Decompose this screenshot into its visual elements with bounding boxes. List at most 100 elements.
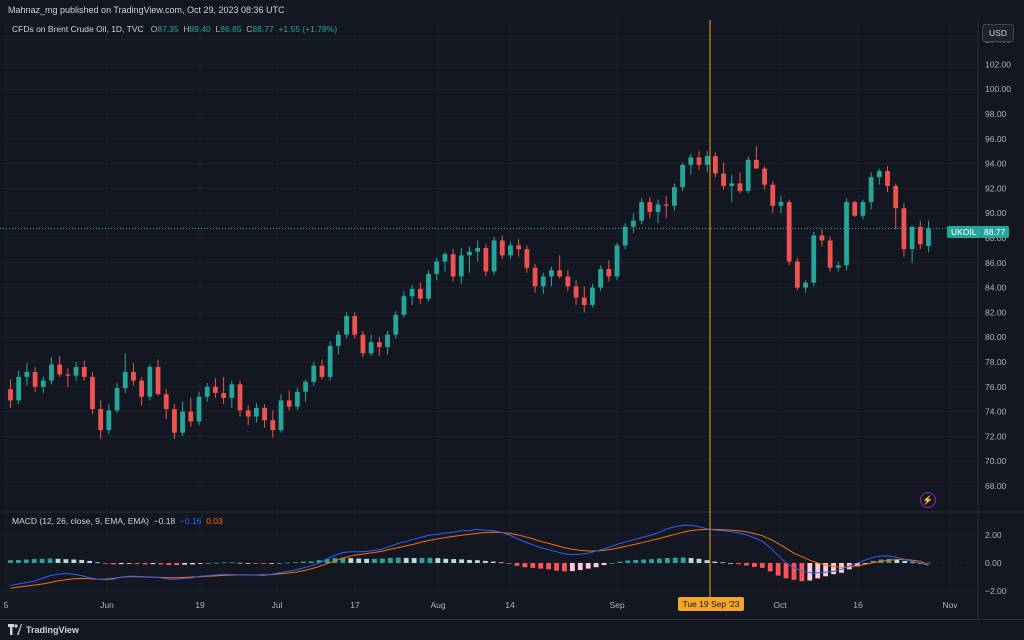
- time-tick-label: 5: [4, 600, 9, 610]
- candle-body: [245, 410, 251, 417]
- footer-brand: TradingView: [26, 625, 79, 635]
- macd-histogram-bar: [142, 563, 148, 565]
- candle-body: [868, 177, 874, 203]
- macd-histogram-bar: [506, 563, 512, 564]
- macd-histogram-bar: [205, 563, 211, 564]
- candle-body: [57, 364, 63, 375]
- price-tick-label: 78.00: [985, 357, 1007, 367]
- macd-histogram-bar: [126, 563, 132, 564]
- candle-body: [590, 287, 595, 305]
- macd-histogram-bar: [672, 557, 678, 563]
- candle-body: [303, 381, 308, 392]
- macd-histogram-bar: [886, 558, 892, 563]
- candle-body: [729, 183, 735, 186]
- time-tick-label: Aug: [430, 600, 445, 610]
- macd-histogram-bar: [245, 563, 251, 564]
- macd-histogram-bar: [285, 562, 290, 564]
- macd-histogram-bar: [514, 563, 520, 566]
- price-tick-label: 90.00: [985, 208, 1007, 218]
- macd-histogram-bar: [854, 563, 860, 567]
- time-tick-label: Oct: [773, 600, 787, 610]
- macd-histogram-bar: [356, 558, 362, 563]
- time-tick-label: 17: [350, 600, 360, 610]
- macd-histogram-bar: [380, 558, 385, 563]
- price-tick-label: 76.00: [985, 382, 1007, 392]
- macd-histogram-bar: [657, 558, 662, 563]
- high-label: H: [183, 24, 190, 34]
- change-value: +1.55 (+1.78%): [278, 24, 338, 34]
- time-tick-label: 14: [505, 600, 515, 610]
- candle-body: [745, 159, 751, 191]
- macd-histogram-bar: [269, 563, 275, 564]
- candle-body: [319, 365, 325, 377]
- candle-body: [286, 400, 292, 407]
- low-label: L: [215, 24, 221, 34]
- macd-histogram-bar: [593, 563, 599, 568]
- candle-body: [442, 254, 448, 262]
- macd-histogram-bar: [894, 559, 900, 563]
- macd-histogram-bar: [213, 562, 219, 564]
- lightning-icon[interactable]: ⚡: [920, 492, 936, 508]
- chart-svg[interactable]: 104.00102.00100.0098.0096.0094.0092.0090…: [0, 20, 1024, 619]
- chart-area[interactable]: 104.00102.00100.0098.0096.0094.0092.0090…: [0, 20, 1024, 619]
- macd-histogram-bar: [403, 557, 409, 563]
- macd-histogram-bar: [633, 559, 639, 563]
- macd-histogram-bar: [902, 560, 908, 563]
- price-tick-label: 80.00: [985, 332, 1007, 342]
- macd-histogram-bar: [538, 563, 544, 569]
- macd-histogram-bar: [546, 563, 552, 570]
- currency-button[interactable]: USD: [982, 24, 1014, 42]
- candle-body: [786, 202, 792, 262]
- candle-body: [426, 273, 431, 299]
- macd-histogram-bar: [8, 560, 13, 563]
- macd-histogram-bar: [118, 563, 124, 565]
- macd-histogram-bar: [174, 563, 180, 566]
- macd-histogram-bar: [799, 563, 805, 582]
- macd-histogram-bar: [324, 559, 330, 563]
- macd-histogram-bar: [562, 563, 567, 572]
- time-tick-label: Jul: [272, 600, 283, 610]
- candle-body: [98, 409, 104, 431]
- macd-histogram-bar: [277, 563, 282, 564]
- candle-body: [196, 396, 202, 422]
- candle-body: [893, 185, 899, 209]
- macd-histogram-bar: [767, 563, 773, 572]
- macd-histogram-bar: [625, 560, 631, 563]
- macd-histogram-bar: [55, 558, 61, 563]
- candle-body: [499, 240, 505, 256]
- macd-legend: MACD (12, 26, close, 9, EMA, EMA) −0.18 …: [12, 516, 223, 526]
- candle-body: [885, 171, 890, 186]
- crosshair-date-label: Tue 19 Sep '23: [678, 597, 744, 611]
- candle-body: [204, 386, 210, 397]
- macd-tick-label: 0.00: [985, 558, 1002, 568]
- macd-histogram-bar: [316, 560, 322, 563]
- macd-histogram-bar: [340, 557, 346, 563]
- macd-histogram-bar: [807, 563, 813, 581]
- macd-histogram-bar: [261, 563, 267, 564]
- candle-body: [368, 342, 374, 354]
- macd-histogram-bar: [221, 562, 227, 564]
- candle-body: [672, 187, 677, 206]
- candle-body: [827, 240, 833, 268]
- signal-line: [10, 528, 929, 589]
- macd-histogram-bar: [95, 562, 100, 564]
- candle-body: [819, 235, 825, 241]
- candle-body: [180, 411, 186, 433]
- macd-histogram-bar: [166, 563, 172, 566]
- candle-body: [401, 296, 407, 315]
- candle-body: [8, 389, 13, 401]
- candle-body: [737, 183, 743, 191]
- macd-histogram-bar: [728, 563, 734, 564]
- macd-histogram-bar: [775, 563, 781, 576]
- macd-histogram-bar: [823, 563, 829, 577]
- macd-histogram-bar: [348, 558, 354, 563]
- price-tick-label: 94.00: [985, 159, 1007, 169]
- candle-body: [294, 391, 300, 407]
- symbol-legend: CFDs on Brent Crude Oil, 1D, TVC O87.35 …: [12, 24, 337, 34]
- candle-body: [155, 366, 161, 395]
- candle-body: [794, 261, 800, 288]
- price-tick-label: 102.00: [985, 59, 1011, 69]
- candle-body: [393, 314, 399, 335]
- candle-body: [417, 288, 423, 299]
- candle-body: [917, 226, 923, 245]
